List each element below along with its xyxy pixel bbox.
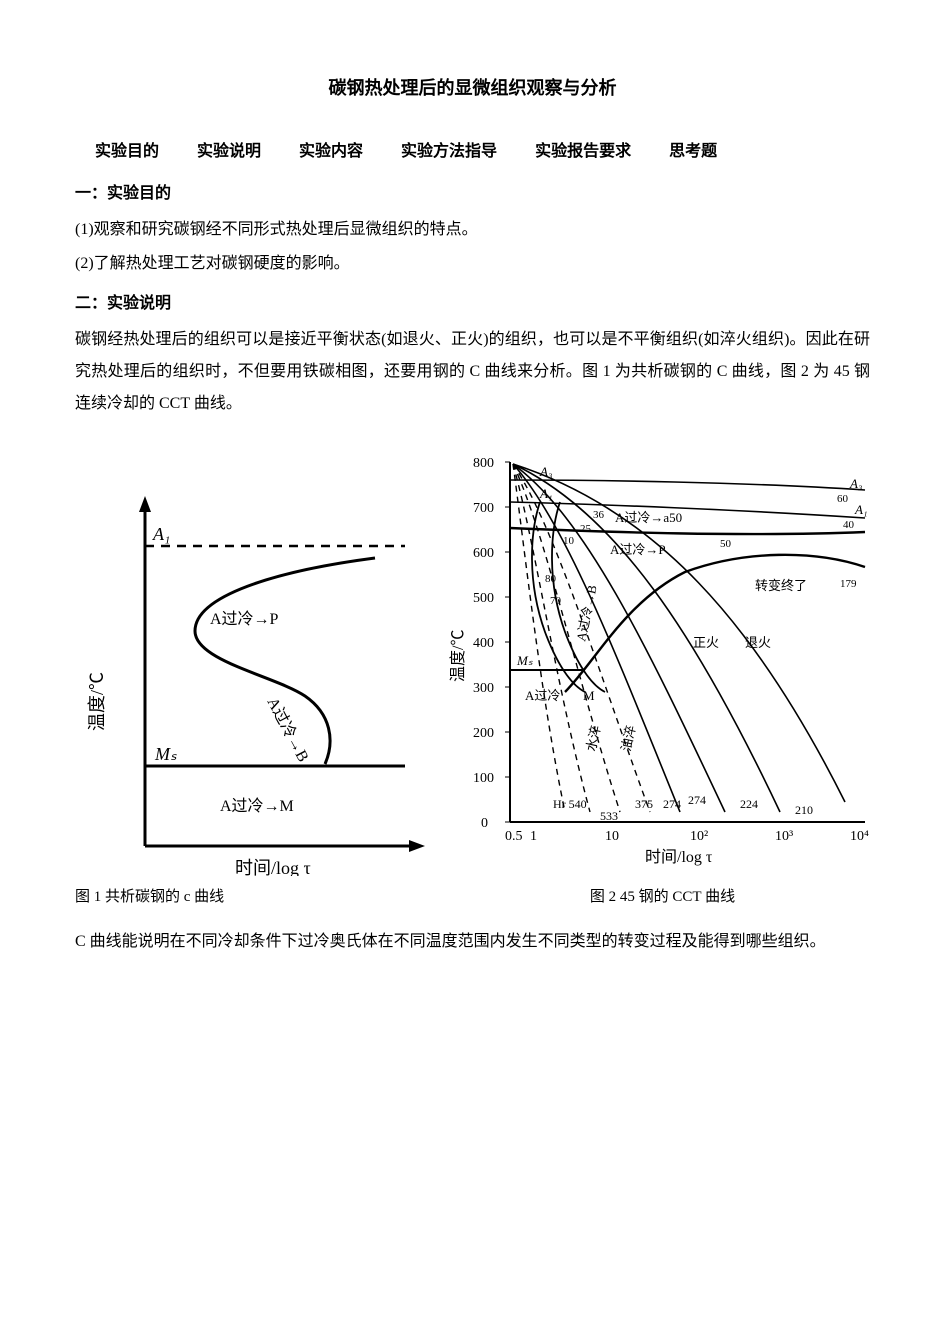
fig2-xlabel: 时间/log τ <box>645 848 713 866</box>
fig2-hrc: 224 <box>740 797 758 811</box>
fig2-hrc: 274 <box>688 793 706 807</box>
fig1-label-a1: A₁ <box>152 524 170 544</box>
nav-item[interactable]: 实验报告要求 <box>535 136 631 168</box>
fig1-xlabel: 时间/log τ <box>235 858 311 876</box>
nav-item[interactable]: 实验目的 <box>95 136 159 168</box>
nav-item[interactable]: 实验说明 <box>197 136 261 168</box>
fig2-num: 50 <box>720 538 732 550</box>
figure-1: A₁ Mₛ A过冷→P A过冷→B A过冷→M 温度/℃ 时间/log τ 图 … <box>75 486 435 912</box>
fig2-ytick-800: 800 <box>473 456 494 471</box>
nav-item[interactable]: 实验内容 <box>299 136 363 168</box>
fig2-label-m: M <box>583 688 595 703</box>
fig2-label-aa50: A过冷→a50 <box>615 510 682 525</box>
fig1-label-am: A过冷→M <box>220 797 294 815</box>
fig2-num: 70 <box>550 595 562 607</box>
fig2-hrc: 274 <box>663 797 681 811</box>
fig1-label-ap: A过冷→P <box>210 610 279 628</box>
fig2-ytick-100: 100 <box>473 771 494 786</box>
fig1-label-ms: Mₛ <box>154 744 177 764</box>
nav-item[interactable]: 思考题 <box>669 136 717 168</box>
fig2-hrc: 210 <box>795 803 813 817</box>
fig2-label-zhuanbian: 转变终了 <box>755 578 807 593</box>
fig2-label-a3: A₃ <box>539 464 552 479</box>
figures-row: A₁ Mₛ A过冷→P A过冷→B A过冷→M 温度/℃ 时间/log τ 图 … <box>75 432 870 912</box>
fig2-xtick-1: 1 <box>530 829 537 844</box>
fig2-ytick-200: 200 <box>473 726 494 741</box>
fig2-ytick-600: 600 <box>473 546 494 561</box>
fig2-num: 80 <box>545 573 557 585</box>
figure-2-caption: 图 2 45 钢的 CCT 曲线 <box>445 882 880 912</box>
fig2-label-ap: A过冷→P <box>610 542 666 557</box>
fig2-ytick-400: 400 <box>473 636 494 651</box>
fig2-label-a3r: A₃ <box>849 476 862 491</box>
fig2-num: 40 <box>843 519 855 531</box>
fig2-label-a1: A₁ <box>539 486 552 501</box>
fig2-xtick-2: 10 <box>605 829 619 844</box>
fig2-xtick-5: 10⁴ <box>850 829 869 844</box>
fig1-ylabel: 温度/℃ <box>87 672 107 731</box>
figure-1-caption: 图 1 共析碳钢的 c 曲线 <box>75 882 435 912</box>
fig2-hrc: Hr 540 <box>553 797 587 811</box>
fig2-ytick-300: 300 <box>473 681 494 696</box>
fig2-num: 36 <box>593 509 605 521</box>
nav-row: 实验目的 实验说明 实验内容 实验方法指导 实验报告要求 思考题 <box>75 136 870 168</box>
nav-item[interactable]: 实验方法指导 <box>401 136 497 168</box>
fig2-hrc: 375 <box>635 797 653 811</box>
fig2-ytick-0: 0 <box>481 816 488 831</box>
fig2-num: 25 <box>580 523 592 535</box>
fig2-num: 179 <box>840 578 857 590</box>
after-para: C 曲线能说明在不同冷却条件下过冷奥氏体在不同温度范围内发生不同类型的转变过程及… <box>75 926 870 958</box>
fig2-label-a1r: A₁ <box>854 502 867 517</box>
figure-2-svg: 0 100 200 300 400 500 600 700 800 0 <box>445 432 880 872</box>
section-1-item-2: (2)了解热处理工艺对碳钢硬度的影响。 <box>75 248 870 280</box>
section-2-heading: 二：实验说明 <box>75 288 870 320</box>
section-2-para: 碳钢经热处理后的组织可以是接近平衡状态(如退火、正火)的组织，也可以是不平衡组织… <box>75 324 870 420</box>
page-title: 碳钢热处理后的显微组织观察与分析 <box>75 70 870 106</box>
fig1-bg <box>75 486 435 876</box>
section-1-heading: 一：实验目的 <box>75 178 870 210</box>
fig2-ytick-500: 500 <box>473 591 494 606</box>
fig2-xtick-4: 10³ <box>775 829 793 844</box>
fig2-label-aguo: A过冷 <box>525 688 560 703</box>
figure-2: 0 100 200 300 400 500 600 700 800 0 <box>445 432 880 912</box>
section-1-item-1: (1)观察和研究碳钢经不同形式热处理后显微组织的特点。 <box>75 214 870 246</box>
fig2-hrc: 533 <box>600 809 618 823</box>
fig2-ytick-700: 700 <box>473 501 494 516</box>
fig2-label-zheng: 正火 <box>693 635 719 650</box>
fig2-label-tui: 退火 <box>745 635 771 650</box>
figure-1-svg: A₁ Mₛ A过冷→P A过冷→B A过冷→M 温度/℃ 时间/log τ <box>75 486 435 876</box>
fig2-xtick-0: 0.5 <box>505 829 523 844</box>
fig2-num: 60 <box>837 493 849 505</box>
fig2-xtick-3: 10² <box>690 829 708 844</box>
fig2-ylabel: 温度/℃ <box>449 630 467 682</box>
fig2-num: 10 <box>563 535 575 547</box>
fig2-label-ms: Mₛ <box>516 653 533 668</box>
